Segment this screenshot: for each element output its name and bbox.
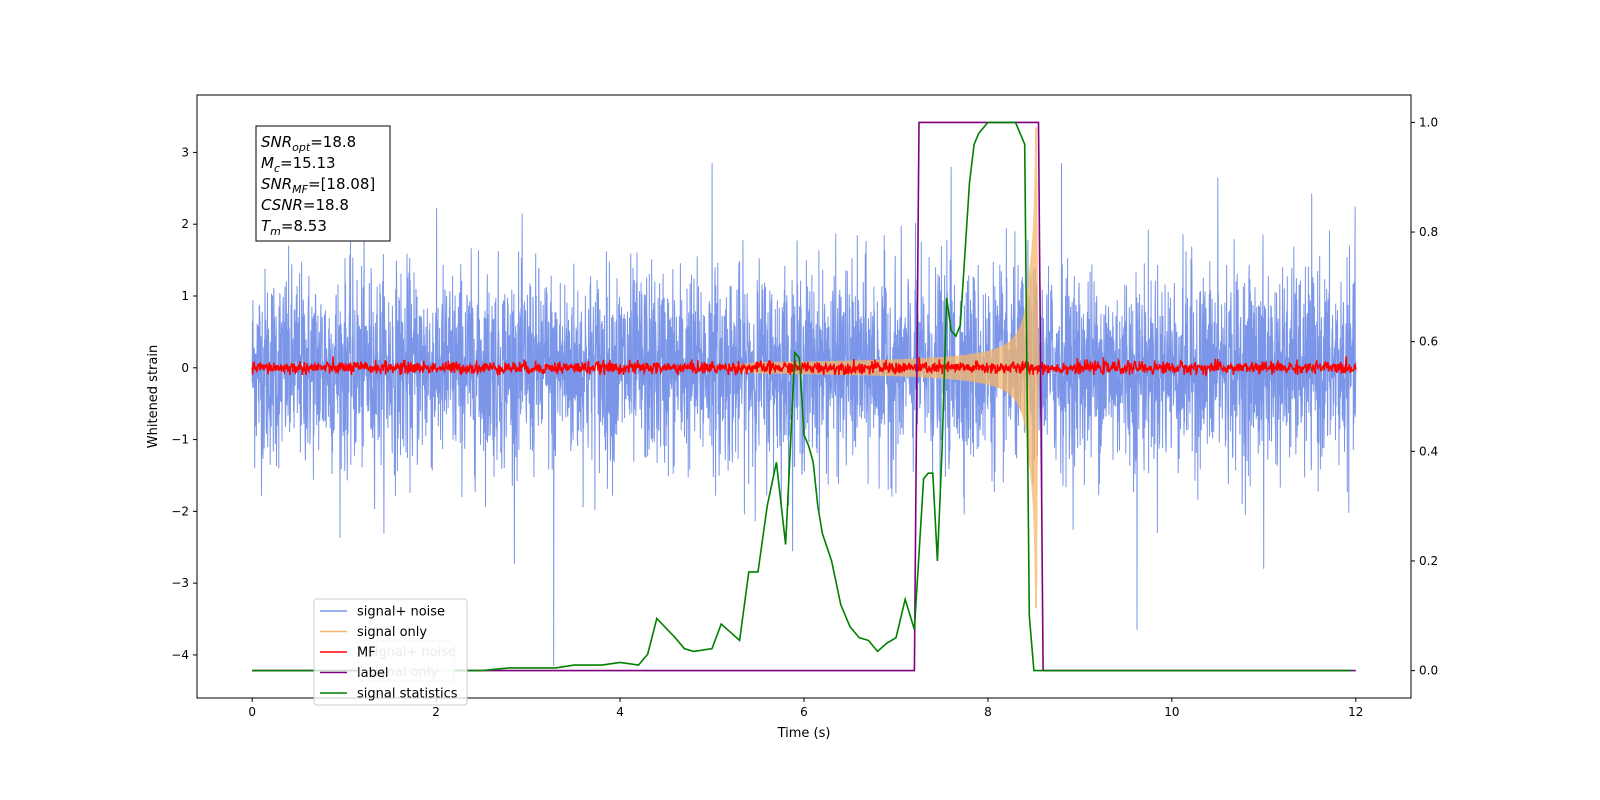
- x-tick-label: 10: [1164, 705, 1179, 719]
- x-axis-label: Time (s): [777, 726, 831, 741]
- y-right-tick-label: 0.4: [1419, 444, 1438, 458]
- series-mf: [251, 356, 1357, 378]
- y-right-tick-label: 1.0: [1419, 115, 1438, 129]
- y-tick-label: −4: [171, 648, 189, 662]
- legend: signal+ noise signal onlysignal+ noisesig…: [313, 598, 468, 706]
- legend-label: signal+ noise: [357, 605, 445, 620]
- x-tick-label: 8: [984, 705, 992, 719]
- annotation-line: Tm=8.53: [261, 217, 327, 238]
- y-right-tick-label: 0.6: [1419, 335, 1438, 349]
- y-right-tick-label: 0.0: [1419, 664, 1438, 678]
- legend-label: signal statistics: [357, 687, 458, 702]
- legend-label: label: [357, 666, 388, 681]
- y-right-tick-label: 0.8: [1419, 225, 1438, 239]
- x-tick-label: 4: [616, 705, 624, 719]
- y-tick-label: 1: [181, 289, 189, 303]
- main-legend: signal+ noise signal only MF label signal st…: [313, 598, 468, 706]
- annotation-line: CSNR=18.8: [261, 196, 349, 214]
- y-right-tick-label: 0.2: [1419, 554, 1438, 568]
- y-axis-label: Whitened strain: [146, 345, 161, 448]
- x-tick-label: 12: [1348, 705, 1363, 719]
- x-tick-label: 0: [248, 705, 256, 719]
- y-tick-label: 3: [181, 145, 189, 159]
- y-tick-label: 0: [181, 361, 189, 375]
- legend-frame: [313, 598, 468, 706]
- annotation-line: SNRMF=[18.08]: [261, 175, 375, 196]
- plot-area: [251, 121, 1357, 672]
- annotation-frame: [255, 125, 391, 242]
- y-tick-label: 2: [181, 217, 189, 231]
- y-tick-label: −1: [171, 433, 189, 447]
- series-signal-noise: [251, 163, 1357, 666]
- annotation-line: SNRopt=18.8: [261, 133, 356, 154]
- series-signal-statistics: [252, 121, 1352, 672]
- x-tick-label: 2: [432, 705, 440, 719]
- legend-label: MF: [357, 646, 376, 661]
- annotation-line: Mc=15.13: [261, 154, 336, 175]
- annotation-box: SNRopt=18.8Mc=15.13SNRMF=[18.08]CSNR=18.…: [255, 125, 391, 242]
- y-tick-label: −2: [171, 504, 189, 518]
- x-tick-label: 6: [800, 705, 808, 719]
- y-tick-label: −3: [171, 576, 189, 590]
- legend-label: signal only: [357, 625, 427, 640]
